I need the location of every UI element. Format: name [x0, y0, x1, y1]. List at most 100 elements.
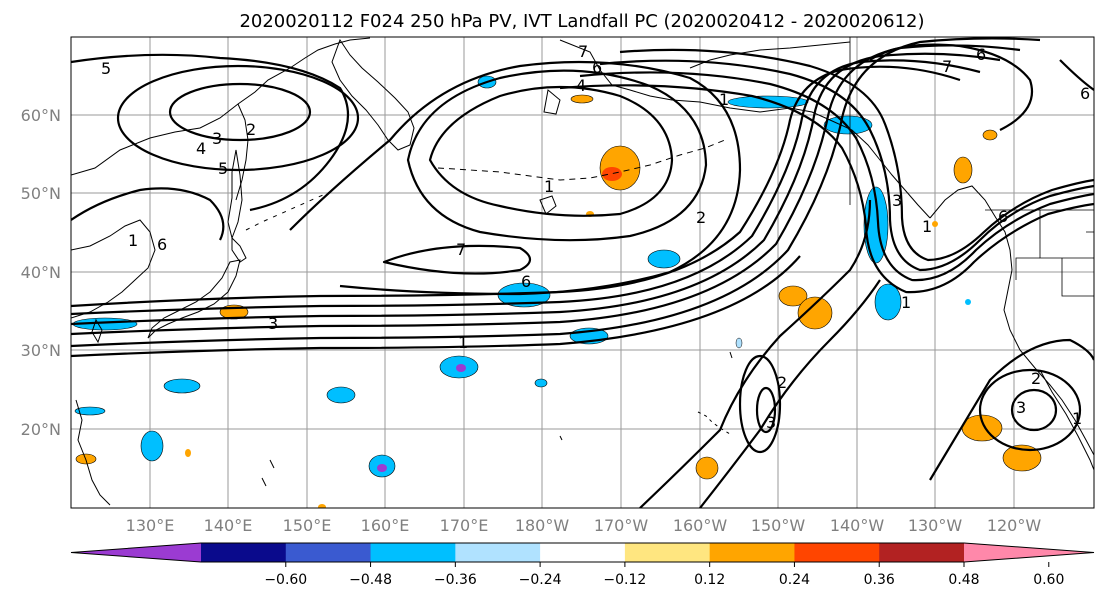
colorbar-segment	[455, 543, 541, 562]
colorbar-tick-label: 0.48	[948, 572, 979, 588]
colorbar-segment	[879, 543, 965, 562]
pv-contour	[1010, 388, 1058, 432]
borders	[849, 37, 1094, 297]
contour-label: 6	[521, 272, 531, 291]
contour-label: 7	[942, 57, 952, 76]
colorbar-segment	[285, 543, 372, 562]
contour-label: 3	[212, 129, 222, 148]
contour-label: 6	[998, 207, 1008, 226]
colorbar-extend-min	[71, 543, 201, 562]
pv-contour	[755, 386, 777, 434]
pos-anomaly	[953, 156, 973, 184]
colorbar-tick-label: −0.48	[349, 572, 392, 588]
pv-contour	[71, 65, 961, 308]
colorbar-tick-label: −0.60	[264, 572, 307, 588]
pv-contour	[619, 48, 1094, 262]
colorbar-tick-label: −0.36	[434, 572, 477, 588]
lon-label: 180°W	[515, 516, 570, 535]
contour-label: 1	[458, 333, 468, 352]
latitude-labels: 60°N 50°N 40°N 30°N 20°N	[21, 106, 61, 439]
map-panel: 5 2 3 4 5 1 6 7 6 4 1 1 7 6 2 3 1 3 6 1 …	[71, 37, 1094, 508]
contour-label: 7	[578, 42, 588, 61]
colorbar-tick-label: 0.36	[864, 572, 895, 588]
neg-anomaly	[534, 378, 548, 388]
neg-anomaly	[735, 337, 743, 349]
neg-anomaly	[823, 115, 873, 135]
pv-contour	[599, 59, 1094, 272]
pos-anomaly	[695, 456, 719, 480]
pv-contour	[869, 43, 1034, 131]
contour-label: 4	[196, 139, 206, 158]
pv-contour	[71, 52, 1001, 326]
pos-anomaly	[570, 94, 594, 104]
lon-label: 170°E	[440, 516, 489, 535]
colorbar-segment	[370, 543, 456, 562]
contour-label: 7	[456, 240, 466, 259]
lon-label: 140°E	[204, 516, 253, 535]
neg-anomaly	[140, 430, 164, 462]
colorbar	[70, 542, 1095, 563]
pos-anomaly	[318, 504, 326, 508]
colorbar-segment	[201, 543, 287, 562]
colorbar-tick-label: 0.24	[779, 572, 810, 588]
contour-label: 5	[101, 59, 111, 78]
pos-anomaly	[778, 285, 808, 307]
pv-contour	[71, 255, 801, 358]
neg-anomaly	[874, 283, 902, 321]
contour-label: 4	[576, 76, 586, 95]
pos-anomaly	[1002, 444, 1042, 472]
pos-anomaly	[932, 221, 938, 227]
colorbar-extend-max	[964, 543, 1094, 562]
neg-anomaly	[965, 299, 971, 305]
pos-anomaly-core	[602, 167, 622, 181]
neg-anomaly	[163, 378, 201, 394]
pv-contour	[579, 71, 1094, 282]
contour-label: 2	[246, 120, 256, 139]
pos-anomaly	[982, 129, 998, 141]
colorbar-tick-label: 0.60	[1033, 572, 1064, 588]
contour-label: 5	[218, 159, 228, 178]
contour-label: 3	[766, 413, 776, 432]
contour-label: 6	[976, 45, 986, 64]
contour-label: 1	[544, 177, 554, 196]
neg-anomaly	[326, 386, 356, 404]
colorbar-outline	[70, 542, 1095, 563]
contour-label: 6	[592, 58, 602, 77]
pv-contour	[116, 64, 360, 172]
lon-label: 160°E	[361, 516, 410, 535]
pv-contour	[382, 244, 532, 275]
pv-contour	[1059, 59, 1094, 91]
colorbar-segment	[709, 543, 795, 562]
lon-label: 130°E	[126, 516, 175, 535]
pv-contour	[978, 368, 1082, 452]
contour-label: 3	[1016, 398, 1026, 417]
lat-label: 50°N	[21, 184, 61, 203]
lon-label: 160°W	[673, 516, 728, 535]
pv-contour	[71, 53, 350, 212]
colorbar-tick-label: 0.12	[694, 572, 725, 588]
lat-label: 20°N	[21, 420, 61, 439]
pv-contour	[639, 199, 872, 508]
pos-anomaly	[599, 145, 641, 191]
pv-contour	[559, 84, 1094, 294]
neg-anomaly-core	[456, 364, 466, 372]
map-frame	[70, 36, 1095, 509]
contour-label: 6	[1080, 84, 1090, 103]
pv-contour	[699, 279, 881, 508]
colorbar-segment	[624, 543, 711, 562]
lat-label: 60°N	[21, 106, 61, 125]
contour-label: 3	[268, 314, 278, 333]
colorbar-segment	[794, 543, 880, 562]
contour-label: 1	[128, 231, 138, 250]
pv-contour	[406, 69, 708, 242]
figure-title: 2020020112 F024 250 hPa PV, IVT Landfall…	[239, 11, 924, 32]
contour-label: 3	[892, 191, 902, 210]
contour-label: 2	[696, 208, 706, 227]
contour-labels: 5 2 3 4 5 1 6 7 6 4 1 1 7 6 2 3 1 3 6 1 …	[101, 42, 1090, 432]
pv-contour	[168, 82, 312, 142]
lat-label: 40°N	[21, 263, 61, 282]
contour-label: 2	[1031, 369, 1041, 388]
neg-anomaly-core	[377, 464, 387, 472]
pv-contours	[71, 37, 1094, 508]
